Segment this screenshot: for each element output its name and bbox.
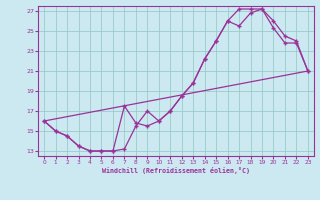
X-axis label: Windchill (Refroidissement éolien,°C): Windchill (Refroidissement éolien,°C) [102,167,250,174]
